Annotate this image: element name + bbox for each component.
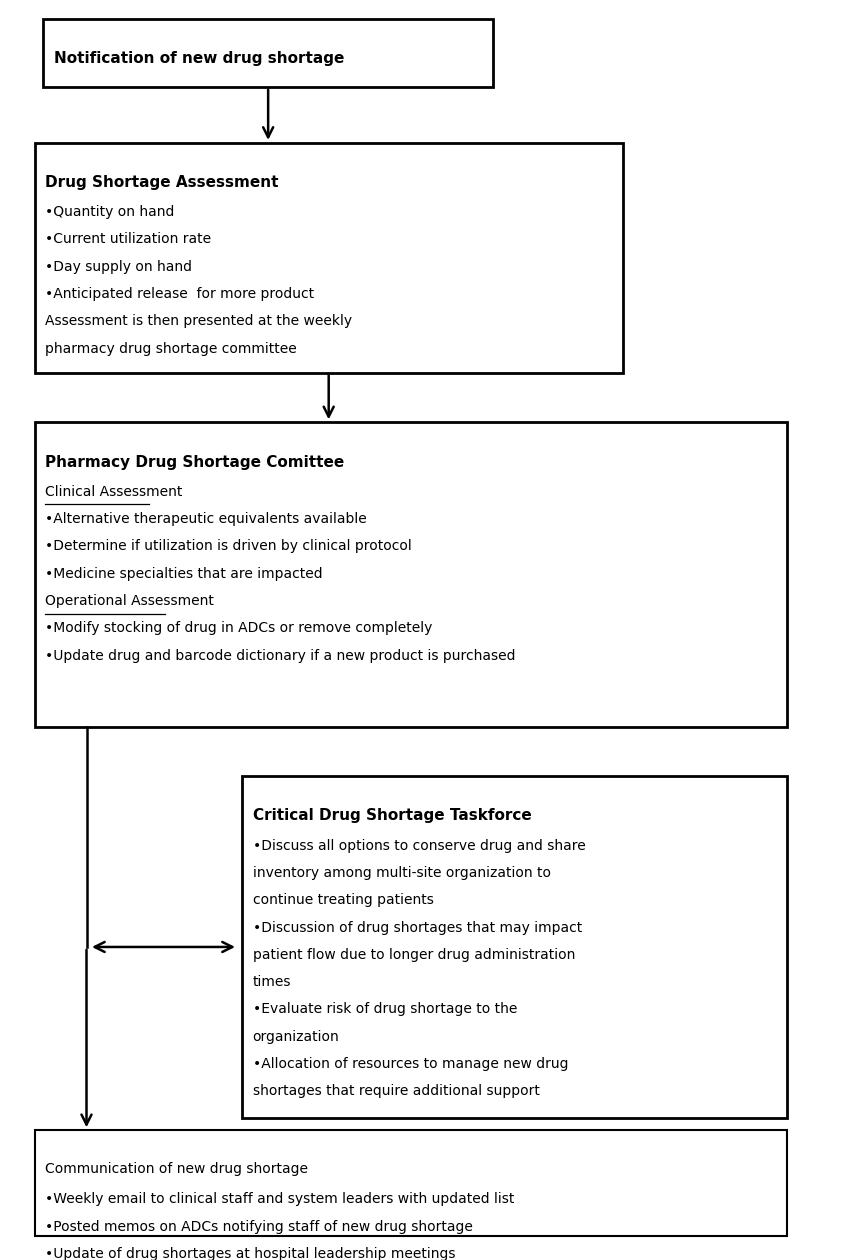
Text: continue treating patients: continue treating patients	[253, 893, 433, 907]
Text: Critical Drug Shortage Taskforce: Critical Drug Shortage Taskforce	[253, 809, 531, 824]
Text: Communication of new drug shortage: Communication of new drug shortage	[45, 1163, 308, 1177]
Text: organization: organization	[253, 1029, 339, 1043]
Text: •Discuss all options to conserve drug and share: •Discuss all options to conserve drug an…	[253, 839, 586, 853]
Text: •Modify stocking of drug in ADCs or remove completely: •Modify stocking of drug in ADCs or remo…	[45, 621, 432, 635]
Text: inventory among multi-site organization to: inventory among multi-site organization …	[253, 866, 551, 879]
Text: •Determine if utilization is driven by clinical protocol: •Determine if utilization is driven by c…	[45, 539, 412, 553]
Text: •Posted memos on ADCs notifying staff of new drug shortage: •Posted memos on ADCs notifying staff of…	[45, 1220, 473, 1234]
Text: Clinical Assessment: Clinical Assessment	[45, 485, 183, 499]
Text: patient flow due to longer drug administration: patient flow due to longer drug administ…	[253, 948, 575, 961]
Text: Pharmacy Drug Shortage Comittee: Pharmacy Drug Shortage Comittee	[45, 455, 344, 470]
Text: •Medicine specialties that are impacted: •Medicine specialties that are impacted	[45, 567, 323, 581]
Text: shortages that require additional support: shortages that require additional suppor…	[253, 1085, 540, 1099]
Text: •Evaluate risk of drug shortage to the: •Evaluate risk of drug shortage to the	[253, 1003, 517, 1017]
Text: •Anticipated release  for more product: •Anticipated release for more product	[45, 287, 314, 301]
FancyBboxPatch shape	[35, 142, 623, 373]
Text: Notification of new drug shortage: Notification of new drug shortage	[54, 50, 344, 66]
Text: •Day supply on hand: •Day supply on hand	[45, 260, 192, 273]
Text: times: times	[253, 975, 292, 989]
FancyBboxPatch shape	[43, 19, 493, 87]
Text: •Quantity on hand: •Quantity on hand	[45, 205, 175, 219]
Text: •Update of drug shortages at hospital leadership meetings: •Update of drug shortages at hospital le…	[45, 1247, 456, 1260]
Text: •Weekly email to clinical staff and system leaders with updated list: •Weekly email to clinical staff and syst…	[45, 1192, 515, 1207]
Text: Drug Shortage Assessment: Drug Shortage Assessment	[45, 175, 279, 190]
FancyBboxPatch shape	[35, 422, 787, 727]
Text: Assessment is then presented at the weekly: Assessment is then presented at the week…	[45, 315, 352, 329]
FancyBboxPatch shape	[242, 776, 787, 1118]
Text: •Allocation of resources to manage new drug: •Allocation of resources to manage new d…	[253, 1057, 568, 1071]
Text: •Discussion of drug shortages that may impact: •Discussion of drug shortages that may i…	[253, 921, 582, 935]
FancyBboxPatch shape	[35, 1130, 787, 1236]
Text: Operational Assessment: Operational Assessment	[45, 593, 214, 607]
Text: •Alternative therapeutic equivalents available: •Alternative therapeutic equivalents ava…	[45, 512, 367, 525]
Text: pharmacy drug shortage committee: pharmacy drug shortage committee	[45, 341, 297, 355]
Text: •Update drug and barcode dictionary if a new product is purchased: •Update drug and barcode dictionary if a…	[45, 649, 516, 663]
Text: •Current utilization rate: •Current utilization rate	[45, 233, 211, 247]
